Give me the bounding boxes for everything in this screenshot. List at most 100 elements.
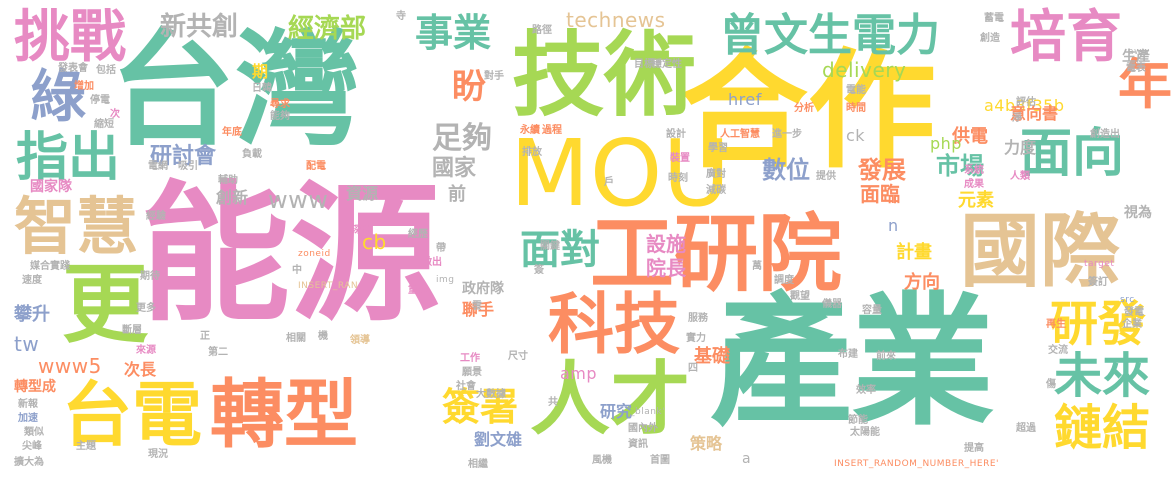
word-small: 傷 xyxy=(1046,379,1056,390)
word-small: 願景 xyxy=(462,367,482,378)
word-small: 路徑 xyxy=(532,25,552,36)
word-ck: ck xyxy=(846,126,866,145)
word-small: 資訊 xyxy=(628,439,648,450)
word-small: 對手 xyxy=(484,71,504,82)
word-small: 風機 xyxy=(592,455,612,466)
word-small: 類似 xyxy=(24,427,44,438)
word-mou: MOU xyxy=(510,120,731,227)
word-insert-long: INSERT_RANDOM_NUMBER_HERE' xyxy=(834,459,1000,469)
word-tai-dian: 台電 xyxy=(62,374,202,456)
word-yan-fa: 研發 xyxy=(1050,296,1147,352)
word-xian: 綠 xyxy=(30,65,86,130)
word-small: 增加 xyxy=(74,81,94,92)
word-pan: 盼 xyxy=(452,67,486,107)
word-small: 評估 xyxy=(1016,97,1036,108)
word-qian-shu: 簽署 xyxy=(442,385,519,429)
word-small: 相繼 xyxy=(468,459,488,470)
word-yuan-su: 元素 xyxy=(958,190,994,211)
word-yan-tao-hui: 研討會 xyxy=(150,144,217,169)
word-small: 電能 xyxy=(846,85,866,96)
word-zeng-wen-sheng: 曾文生電力 xyxy=(720,10,940,61)
word-guo-ji: 國際 xyxy=(960,205,1120,298)
word-small: 能夠 xyxy=(270,111,290,122)
word-zu-gou: 足夠 xyxy=(432,121,492,156)
word-zi-yuan: 資源 xyxy=(346,184,379,203)
word-gong-dian: 供電 xyxy=(952,126,988,147)
word-small: 布建 xyxy=(838,349,858,360)
word-ke-ji: 科技 xyxy=(548,286,680,363)
word-target: target xyxy=(1084,259,1115,269)
word-small: 創造 xyxy=(980,33,1000,44)
word-he-zuo: 合作 xyxy=(680,37,937,186)
word-small: 尋求 xyxy=(270,99,290,110)
word-small: 雲 xyxy=(472,301,482,312)
word-small: 領導 xyxy=(350,335,370,346)
word-small: 觀望 xyxy=(790,291,810,302)
word-small: 擴大為 xyxy=(14,457,44,468)
word-fa-zhan: 發展 xyxy=(858,156,906,184)
word-small: 吸引 xyxy=(178,161,198,172)
word-tai-wan: 台灣 xyxy=(110,18,360,163)
word-small: 裝置 xyxy=(670,153,690,164)
word-tiao-zhan: 挑戰 xyxy=(14,5,126,70)
word-small: 戶 xyxy=(604,177,614,188)
word-small: 尖峰 xyxy=(22,441,42,452)
word-www5: www5 xyxy=(38,354,102,378)
word-small: 創造出 xyxy=(1090,129,1120,140)
word-small: 正 xyxy=(200,331,210,342)
word-small: 媒合 xyxy=(30,261,50,272)
word-wei-lai: 未來 xyxy=(1054,348,1151,404)
word-img: img xyxy=(436,275,455,285)
word-small: 時刻 xyxy=(668,173,688,184)
word-small: 太陽能 xyxy=(850,427,880,438)
word-amp: amp xyxy=(560,364,598,383)
word-small: 儀器 xyxy=(822,299,842,310)
word-small: 四 xyxy=(688,363,698,374)
word-ci-zhang: 次長 xyxy=(124,360,157,379)
word-delivery: delivery xyxy=(822,58,907,82)
word-small: 前來 xyxy=(876,351,896,362)
word-small: 減碳 xyxy=(706,185,726,196)
word-small: 大數據 xyxy=(476,389,506,400)
word-technews: technews xyxy=(566,8,666,32)
word-guo-jia-dui: 國家隊 xyxy=(30,179,72,195)
word-small: 節能 xyxy=(848,415,868,426)
word-small: 寺 xyxy=(396,11,406,22)
word-shi-chang: 市場 xyxy=(936,152,984,180)
word-php: php xyxy=(930,134,962,153)
word-small: 重點 xyxy=(408,285,428,296)
word-small: 年底 xyxy=(222,127,242,138)
word-small: 時間 xyxy=(846,103,866,114)
word-small: 第二 xyxy=(208,347,228,358)
word-aww: aww xyxy=(1128,47,1150,57)
word-mian-lin: 面臨 xyxy=(860,182,900,206)
word-small: 首圖 xyxy=(650,455,670,466)
word-small: 做出 xyxy=(422,257,442,268)
word-small: 速度 xyxy=(22,275,42,286)
word-small: 提供 xyxy=(816,171,836,182)
word-li-du: 力度 xyxy=(1004,138,1037,157)
word-small: 簽訂 xyxy=(1088,277,1108,288)
word-small: 配電 xyxy=(306,161,326,172)
word-insert-short: INSERT_RAN xyxy=(298,281,359,291)
word-zheng-fu-dui: 政府隊 xyxy=(462,281,504,297)
word-zhuan-xing-cheng: 轉型成 xyxy=(14,379,56,395)
word-www: www xyxy=(268,186,329,214)
word-mian-dui: 面對 xyxy=(520,227,600,273)
word-small: 中 xyxy=(292,265,302,276)
word-small: 實力 xyxy=(686,333,706,344)
word-mian-xiang: 面向 xyxy=(1020,124,1125,184)
word-small: 深化 xyxy=(352,225,372,236)
word-small: 發表會 xyxy=(58,63,88,74)
word-small: 淨 xyxy=(1012,113,1022,124)
word-small: 新報 xyxy=(18,399,38,410)
word-small: 電網 xyxy=(148,161,168,172)
word-small: 企業 xyxy=(1122,319,1142,330)
word-small: 電表 xyxy=(1126,63,1146,74)
word-lian-jie: 鏈結 xyxy=(1054,400,1151,456)
word-pan-sheng: 攀升 xyxy=(14,304,50,325)
word-small: 尺寸 xyxy=(508,351,528,362)
word-small: 社會 xyxy=(456,381,476,392)
word-small: 發電 xyxy=(1124,307,1144,318)
word-neng-yuan: 能源 xyxy=(140,168,441,342)
